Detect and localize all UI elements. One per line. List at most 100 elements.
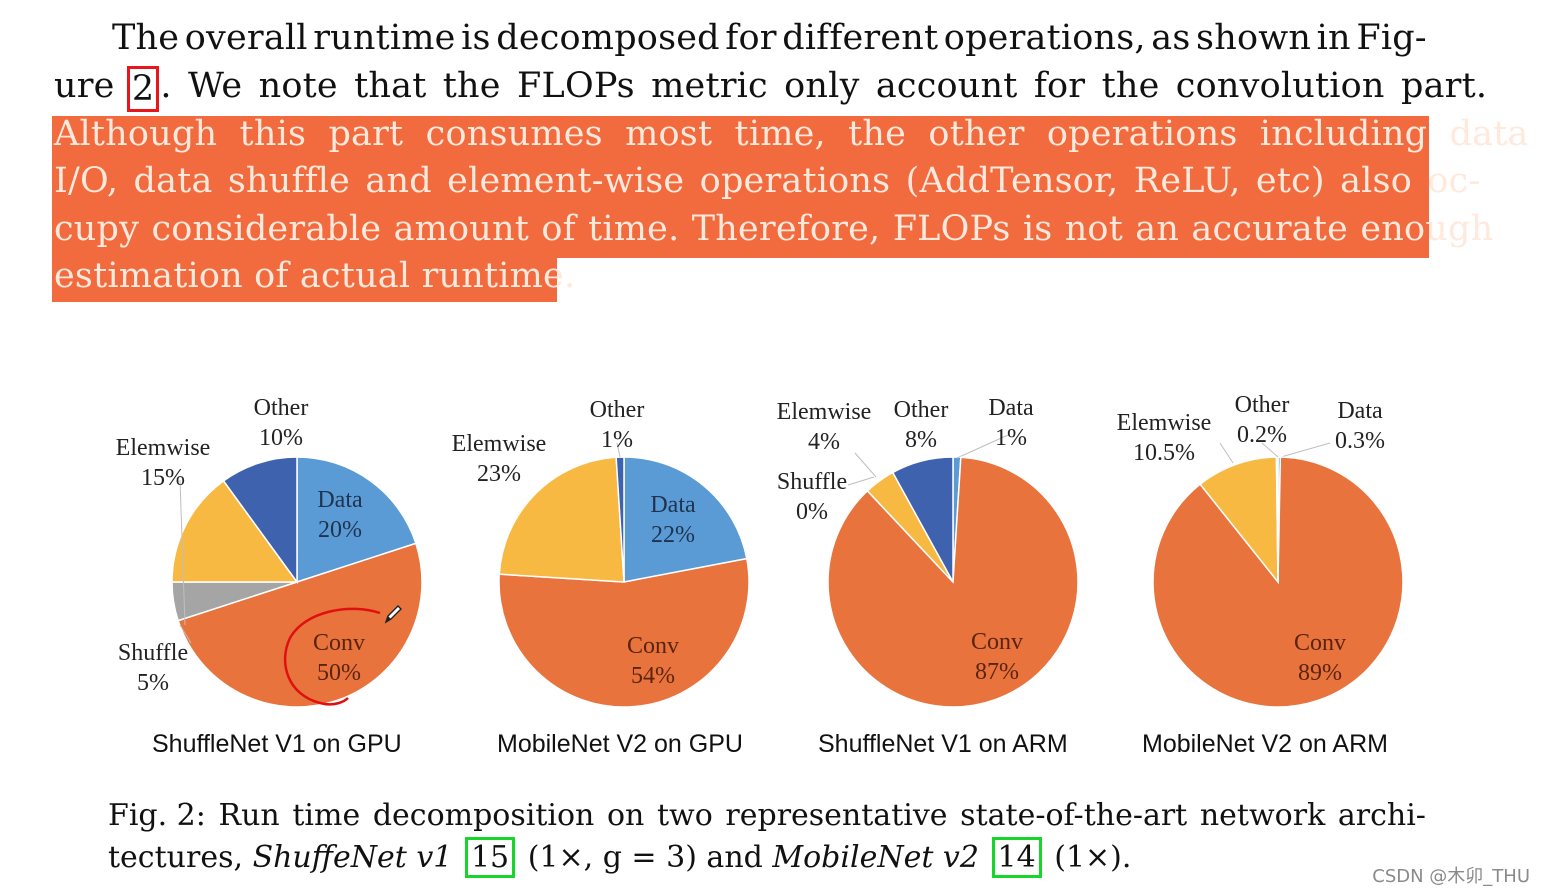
pie-leader-line <box>847 476 875 486</box>
pie-leader-line <box>956 434 1009 459</box>
pie-label-value: 0% <box>796 499 828 525</box>
caption-text-a: tectures, <box>108 840 244 875</box>
chart-title-shufflenet-arm: ShuffleNet V1 on ARM <box>818 730 1068 758</box>
paragraph-line-1-word: for <box>725 18 777 58</box>
pie-label-name: Other <box>1235 392 1290 418</box>
chart-title-mobilenet-gpu: MobileNet V2 on GPU <box>497 730 743 758</box>
paragraph-line-3: Although this part consumes most time, t… <box>54 114 1529 154</box>
pie-slice-data <box>296 456 417 584</box>
pie-leader-line <box>1219 442 1234 464</box>
pie-label-value: 54% <box>631 663 675 689</box>
pie-label-name: Shuffle <box>777 469 847 495</box>
pie-slice-elemwise <box>171 479 299 583</box>
red-circle-annotation <box>283 607 381 706</box>
pie-label-value: 50% <box>317 660 361 686</box>
chart-title-shufflenet-gpu: ShuffleNet V1 on GPU <box>152 730 402 758</box>
paragraph-line-2-start: ure <box>54 66 115 106</box>
paragraph-line-1-word: decomposed <box>496 18 720 58</box>
pie-label-value: 23% <box>477 461 521 487</box>
figure-caption-line-1: Fig. 2: Run time decomposition on two represen… <box>108 798 1426 833</box>
paragraph-line-2-rest: . We note that the FLOPs metric only acc… <box>160 66 1488 106</box>
pie-1: Data 22% Conv 54% Elemwise 23% Other 1% <box>452 397 750 708</box>
pie-label-name: Elemwise <box>116 435 211 461</box>
pie-leader-line <box>1261 442 1279 458</box>
caption-line-1-word: Run <box>218 798 280 833</box>
caption-line-1-word: state-of-the-art <box>960 798 1188 833</box>
pie-slice-other <box>222 456 298 585</box>
pie-leader-line <box>616 442 621 458</box>
paragraph-line-2: ure 2. We note that the FLOPs metric onl… <box>54 66 1487 112</box>
caption-text-e: (1×). <box>1054 840 1132 875</box>
pie-label-name: Conv <box>627 633 679 659</box>
caption-line-1-word: Fig. 2: <box>108 798 206 833</box>
caption-line-1-word: time <box>292 798 361 833</box>
pie-label-name: Elemwise <box>777 399 872 425</box>
paragraph-line-1-word: The <box>112 18 180 58</box>
pie-label-value: 8% <box>905 427 937 453</box>
pie-label-value: 87% <box>975 659 1019 685</box>
caption-line-1-word: on <box>606 798 645 833</box>
paragraph-line-5: cupy considerable amount of time. Theref… <box>54 209 1494 249</box>
pie-leader-line <box>179 479 186 626</box>
pie-chart-shufflenet-gpu: Data 20% Conv 50% Shuffle 5% Elemwise 15% Other 1… <box>116 392 1404 708</box>
paragraph-line-1-word: operations, <box>943 18 1146 58</box>
pie-slice-other <box>615 456 625 583</box>
citation-ref-15[interactable]: 15 <box>464 837 516 878</box>
pie-label-name: Elemwise <box>452 431 547 457</box>
pie-label-value: 4% <box>808 429 840 455</box>
pie-slice-conv <box>498 557 750 708</box>
pie-slice-data <box>623 456 748 583</box>
chart-title-mobilenet-arm: MobileNet V2 on ARM <box>1142 730 1388 758</box>
pie-label-value: 10% <box>259 425 303 451</box>
figure-charts: Data 20% Conv 50% Shuffle 5% Elemwise 15% Other 1… <box>0 385 1544 775</box>
caption-line-1-word: two <box>656 798 713 833</box>
pie-label-name: Other <box>894 397 949 423</box>
caption-mobilenet-name: MobileNet v2 <box>772 840 979 875</box>
caption-line-1-word: decomposition <box>372 798 595 833</box>
pie-label-name: Conv <box>1294 630 1346 656</box>
pie-label-value: 0.2% <box>1237 422 1287 448</box>
paragraph-line-6: estimation of actual runtime. <box>54 256 576 296</box>
text-highlight-last-line <box>52 258 557 302</box>
paragraph-line-1-word: is <box>461 18 491 58</box>
caption-line-1-word: archi- <box>1337 798 1426 833</box>
pie-label-name: Conv <box>971 629 1023 655</box>
paragraph-line-1-word: as <box>1151 18 1191 58</box>
paragraph-line-4: I/O, data shuffle and element-wise opera… <box>54 161 1481 201</box>
citation-ref-14[interactable]: 14 <box>991 837 1042 878</box>
caption-line-1-word: network <box>1199 798 1326 833</box>
pie-label-value: 1% <box>601 427 633 453</box>
pie-label-name: Conv <box>313 630 365 656</box>
paragraph-line-1-word: shown <box>1196 18 1312 58</box>
pie-label-name: Other <box>590 397 645 423</box>
pie-label-value: 15% <box>141 465 185 491</box>
pie-label-value: 1% <box>995 425 1027 451</box>
pie-label-name: Data <box>988 395 1034 421</box>
paragraph-line-1-word: different <box>782 18 939 58</box>
pie-3: Data 0.3% Conv 89% Elemwise 10.5% Other 0.2% <box>1117 392 1404 708</box>
pie-leader-line <box>179 624 192 644</box>
pie-slice-other <box>891 456 954 583</box>
text-highlight <box>52 116 1429 258</box>
pie-label-name: Elemwise <box>1117 410 1212 436</box>
pie-leader-line <box>854 452 877 478</box>
pen-cursor-icon <box>384 605 402 624</box>
watermark: CSDN @木卯_THU <box>1372 866 1530 887</box>
pie-label-name: Data <box>650 492 696 518</box>
pie-slice-elemwise <box>498 456 625 583</box>
paragraph-line-1-word: in <box>1316 18 1351 58</box>
pie-label-value: 0.3% <box>1335 428 1385 454</box>
caption-shufflenet-name: ShuffeNet v1 <box>252 840 453 875</box>
figure-caption-line-2: tectures, ShuffeNet v1 15 (1×, g = 3) an… <box>108 837 1426 878</box>
pie-label-name: Data <box>1337 398 1383 424</box>
pie-leader-line <box>1280 442 1331 458</box>
pie-label-value: 10.5% <box>1133 440 1195 466</box>
pie-label-value: 89% <box>1298 660 1342 686</box>
pie-label-value: 20% <box>318 517 362 543</box>
pie-label-name: Shuffle <box>118 640 188 666</box>
caption-line-1-word: representative <box>725 798 948 833</box>
paragraph-line-1-word: overall <box>184 18 308 58</box>
paragraph-line-1: The overall runtime is decomposed for differen… <box>112 18 1427 58</box>
pie-2: Data 1% Conv 87% Shuffle 0% Elemwise 4% Other 8% <box>777 395 1079 708</box>
figure-ref-link[interactable]: 2 <box>126 66 160 112</box>
